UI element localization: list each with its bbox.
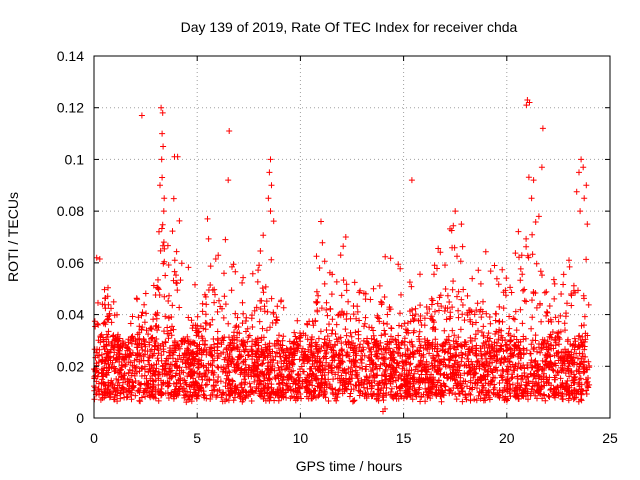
y-tick-label: 0.12 [57,100,84,116]
chart-title: Day 139 of 2019, Rate Of TEC Index for r… [181,19,518,35]
roti-series-markers [91,97,593,415]
data-points [91,97,593,415]
axis-ticks: 0 5 10 15 20 25 0 0.02 0.04 0.06 0.08 0.1 0.12 0.14 [57,48,618,446]
x-tick-label: 0 [90,430,98,446]
x-axis-label: GPS time / hours [296,458,403,474]
grid-lines [94,56,610,418]
plot-frame [93,55,611,419]
y-tick-label: 0.02 [57,358,84,374]
x-tick-label: 20 [499,430,515,446]
x-tick-label: 5 [193,430,201,446]
y-tick-label: 0.06 [57,255,84,271]
y-tick-label: 0.08 [57,203,84,219]
x-tick-label: 10 [293,430,309,446]
x-tick-label: 15 [396,430,412,446]
y-axis-label: ROTI / TECUs [5,192,21,282]
x-tick-label: 25 [602,430,618,446]
y-tick-label: 0.04 [57,307,84,323]
y-tick-label: 0.1 [65,151,85,167]
y-tick-label: 0 [76,410,84,426]
y-tick-label: 0.14 [57,48,84,64]
